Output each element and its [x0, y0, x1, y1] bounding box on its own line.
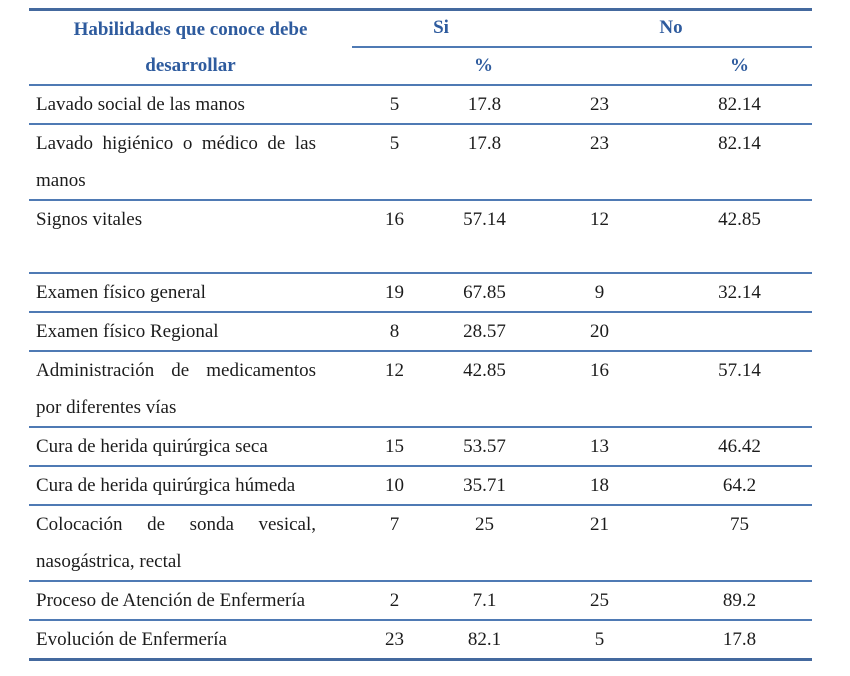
- si-count-cell: 5: [389, 133, 400, 154]
- si-percent-cell: 42.85: [463, 360, 506, 381]
- table-row: Signos vitales 16 57.14 12 42.85: [29, 201, 812, 274]
- table-row: Lavado social de las manos 5 17.8 23 82.…: [29, 86, 812, 125]
- skill-cell: Examen físico Regional: [36, 321, 219, 342]
- si-percent-cell: 57.14: [463, 209, 506, 230]
- skill-column-header: Habilidades que conoce debe desarrollar: [29, 11, 352, 84]
- no-percent-cell: 89.2: [722, 590, 757, 611]
- no-percent-header: %: [730, 55, 749, 76]
- si-percent-header: %: [474, 55, 493, 76]
- si-count-cell: 10: [385, 475, 404, 496]
- no-percent-cell: 75: [730, 514, 749, 535]
- no-percent-cell: 32.14: [718, 282, 761, 303]
- skill-cell: Lavado higiénico o médico de las manos: [36, 133, 316, 191]
- skill-cell: Lavado social de las manos: [36, 94, 245, 115]
- si-percent-cell: 25: [475, 514, 494, 535]
- no-count-cell: 5: [594, 629, 605, 650]
- percent-header-row: % %: [352, 48, 812, 83]
- si-count-cell: 19: [385, 282, 404, 303]
- skill-cell: Administración de medicamentos por difer…: [36, 360, 316, 418]
- si-percent-cell: 53.57: [463, 436, 506, 457]
- table-row: Lavado higiénico o médico de las manos 5…: [29, 125, 812, 201]
- no-count-cell: 13: [590, 436, 609, 457]
- si-percent-cell: 82.1: [467, 629, 502, 650]
- no-percent-cell: 46.42: [718, 436, 761, 457]
- skill-header-line1: Habilidades que conoce debe: [73, 19, 308, 40]
- answer-header-row: Si No: [352, 11, 812, 48]
- skill-cell: Signos vitales: [36, 209, 143, 230]
- table-row: Administración de medicamentos por difer…: [29, 352, 812, 428]
- si-percent-cell: 28.57: [463, 321, 506, 342]
- si-percent-cell: 35.71: [463, 475, 506, 496]
- no-count-cell: 12: [590, 209, 609, 230]
- skill-cell: Cura de herida quirúrgica húmeda: [36, 475, 296, 496]
- no-percent-cell: 17.8: [722, 629, 757, 650]
- no-count-cell: 25: [590, 590, 609, 611]
- skill-cell: Colocación de sonda vesical, nasogástric…: [36, 514, 316, 572]
- si-count-cell: 7: [389, 514, 400, 535]
- si-count-cell: 16: [385, 209, 404, 230]
- si-count-cell: 23: [385, 629, 404, 650]
- si-count-cell: 8: [389, 321, 400, 342]
- skill-cell: Cura de herida quirúrgica seca: [36, 436, 268, 457]
- no-percent-cell: 82.14: [718, 133, 761, 154]
- no-count-cell: 23: [590, 94, 609, 115]
- no-count-cell: 16: [590, 360, 609, 381]
- skill-cell: Evolución de Enfermería: [36, 629, 227, 650]
- answer-columns-header: Si No % %: [352, 11, 812, 84]
- table-row: Colocación de sonda vesical, nasogástric…: [29, 506, 812, 582]
- no-percent-cell: [667, 313, 812, 350]
- si-count-cell: 12: [385, 360, 404, 381]
- skill-cell: Proceso de Atención de Enfermería: [36, 590, 306, 611]
- no-count-cell: 9: [594, 282, 605, 303]
- si-percent-cell: 7.1: [472, 590, 497, 611]
- skill-header-line2: desarrollar: [145, 55, 236, 76]
- table-row: Cura de herida quirúrgica seca 15 53.57 …: [29, 428, 812, 467]
- table-row: Evolución de Enfermería 23 82.1 5 17.8: [29, 621, 812, 658]
- no-count-cell: 18: [590, 475, 609, 496]
- si-percent-cell: 67.85: [463, 282, 506, 303]
- table-row: Cura de herida quirúrgica húmeda 10 35.7…: [29, 467, 812, 506]
- si-column-header: Si: [433, 17, 449, 38]
- no-percent-cell: 57.14: [718, 360, 761, 381]
- si-percent-cell: 17.8: [467, 133, 502, 154]
- table-header: Habilidades que conoce debe desarrollar …: [29, 11, 812, 86]
- si-percent-cell: 17.8: [467, 94, 502, 115]
- si-count-cell: 15: [385, 436, 404, 457]
- table-row: Examen físico Regional 8 28.57 20: [29, 313, 812, 352]
- skills-knowledge-table: Habilidades que conoce debe desarrollar …: [29, 8, 812, 661]
- si-count-cell: 2: [389, 590, 400, 611]
- no-count-cell: 23: [590, 133, 609, 154]
- no-percent-cell: 64.2: [722, 475, 757, 496]
- no-count-cell: 20: [590, 321, 609, 342]
- skill-cell: Examen físico general: [36, 282, 206, 303]
- si-count-cell: 5: [389, 94, 400, 115]
- no-percent-cell: 42.85: [718, 209, 761, 230]
- no-percent-cell: 82.14: [718, 94, 761, 115]
- no-count-cell: 21: [590, 514, 609, 535]
- no-column-header: No: [659, 17, 683, 38]
- table-row: Examen físico general 19 67.85 9 32.14: [29, 274, 812, 313]
- table-row: Proceso de Atención de Enfermería 2 7.1 …: [29, 582, 812, 621]
